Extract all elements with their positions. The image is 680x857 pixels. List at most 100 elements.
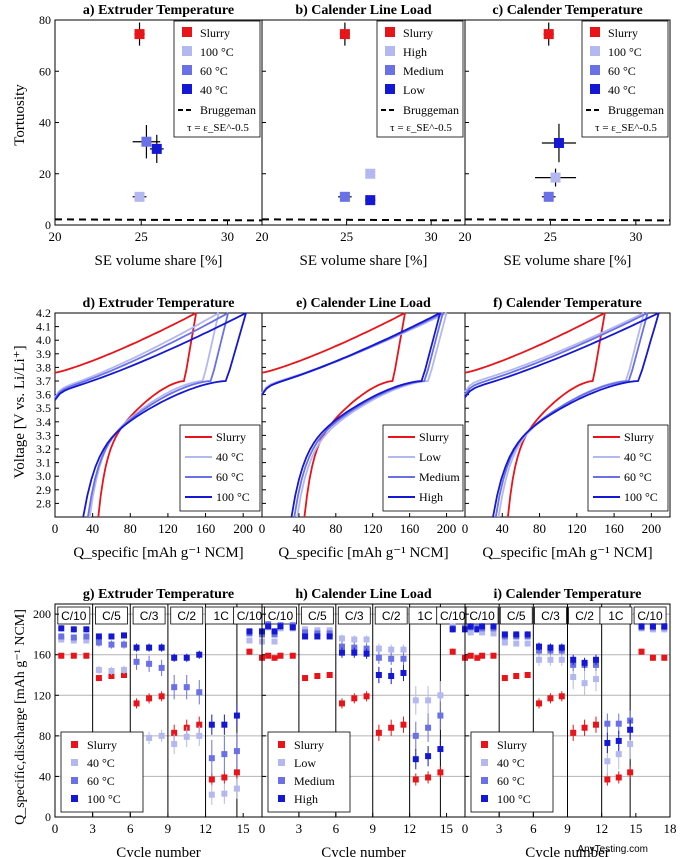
discharge-curve-slurry bbox=[507, 312, 606, 518]
legend-marker bbox=[481, 741, 488, 748]
data-point-100-c bbox=[649, 623, 656, 630]
legend-marker bbox=[278, 759, 285, 766]
legend-label: 40 °C bbox=[87, 756, 115, 770]
data-point-40-c bbox=[221, 790, 228, 797]
data-point-100-c bbox=[95, 633, 102, 640]
data-point-slurry bbox=[425, 774, 432, 781]
data-point-100-c bbox=[536, 643, 543, 650]
rate-label: C/10 bbox=[469, 609, 495, 623]
legend-marker bbox=[385, 27, 395, 37]
legend-label: 40 °C bbox=[624, 450, 652, 464]
y-tick-label: 160 bbox=[33, 648, 51, 662]
legend-marker bbox=[385, 84, 395, 94]
data-point-100-c bbox=[183, 654, 190, 661]
x-tick-label: 20 bbox=[256, 229, 269, 244]
data-point-100-c bbox=[513, 631, 520, 638]
legend-label: Slurry bbox=[497, 738, 527, 752]
data-point-slurry bbox=[474, 654, 481, 661]
y-tick-label: 2.9 bbox=[36, 483, 51, 497]
legend-formula: τ = ε_SE^-0.5 bbox=[187, 122, 249, 134]
legend-marker bbox=[182, 84, 192, 94]
x-tick-label: 80 bbox=[329, 521, 342, 536]
data-point-high bbox=[277, 623, 284, 630]
data-point-60-c bbox=[543, 191, 554, 202]
data-point-60-c bbox=[83, 633, 90, 640]
data-point-high bbox=[425, 753, 432, 760]
data-point-100-c bbox=[233, 712, 240, 719]
legend-marker bbox=[182, 65, 192, 75]
data-point-100-c bbox=[221, 721, 228, 728]
data-point-slurry bbox=[437, 769, 444, 776]
data-point-slurry bbox=[289, 652, 296, 659]
data-point-40-c bbox=[570, 674, 577, 681]
x-tick-label: 80 bbox=[533, 521, 546, 536]
legend-label: Slurry bbox=[87, 738, 117, 752]
data-point-40-c bbox=[246, 637, 253, 644]
data-point-60-c bbox=[141, 136, 152, 147]
data-point-slurry bbox=[146, 695, 153, 702]
legend-label: Slurry bbox=[200, 26, 230, 40]
data-point-slurry bbox=[615, 774, 622, 781]
data-point-100-c bbox=[467, 623, 474, 630]
data-point-high bbox=[351, 649, 358, 656]
rate-label: C/2 bbox=[575, 609, 594, 623]
rate-label: 1C bbox=[214, 609, 230, 623]
panel-b: b) Calender Line Load 20 25 30 SE volume sha… bbox=[256, 3, 466, 269]
panel-title-e: e) Calender Line Load bbox=[296, 296, 431, 311]
data-point-100-c bbox=[70, 626, 77, 633]
data-point-slurry bbox=[536, 700, 543, 707]
rate-label: C/2 bbox=[177, 609, 196, 623]
data-point-slurry bbox=[592, 721, 599, 728]
data-point-slurry bbox=[196, 721, 203, 728]
data-point-100-c bbox=[83, 626, 90, 633]
legend-label: 100 °C bbox=[216, 490, 250, 504]
data-point-60-c bbox=[58, 633, 65, 640]
panel-title-c: c) Calender Temperature bbox=[492, 3, 642, 18]
data-point-40-c bbox=[490, 630, 497, 637]
data-point-60-c bbox=[615, 720, 622, 727]
panel-e: e) Calender Line Load 0 40 80 120 160 200 Q_spe… bbox=[259, 296, 466, 561]
x-tick-label: 18 bbox=[664, 821, 677, 836]
data-point-40-c bbox=[524, 640, 531, 647]
charge-curve-100-c bbox=[54, 312, 247, 401]
x-tick-label: 120 bbox=[158, 521, 178, 536]
rate-label: C/10 bbox=[237, 609, 263, 623]
x-tick-label: 15 bbox=[440, 821, 453, 836]
legend-marker bbox=[590, 65, 600, 75]
data-point-60-c bbox=[158, 664, 165, 671]
data-point-100-c bbox=[592, 656, 599, 663]
x-axis-label: Q_specific [mAh g⁻¹ NCM] bbox=[73, 545, 243, 561]
legend-label: 60 °C bbox=[216, 470, 244, 484]
x-tick-label: 9 bbox=[564, 821, 571, 836]
x-tick-label: 40 bbox=[496, 521, 509, 536]
legend-marker bbox=[71, 795, 78, 802]
x-tick-label: 40 bbox=[86, 521, 99, 536]
data-point-high bbox=[265, 623, 272, 630]
data-point-60-c bbox=[121, 641, 127, 648]
data-point-slurry bbox=[302, 675, 309, 682]
legend-marker bbox=[481, 795, 488, 802]
rate-label: C/10 bbox=[637, 609, 663, 623]
data-point-high bbox=[289, 624, 296, 631]
data-point-medium bbox=[412, 732, 419, 739]
rate-label: C/3 bbox=[140, 609, 159, 623]
discharge-curve-100-c bbox=[82, 312, 247, 518]
legend-marker bbox=[71, 741, 78, 748]
rate-label-box bbox=[95, 606, 128, 625]
x-tick-label: 200 bbox=[437, 521, 457, 536]
rate-label: C/2 bbox=[382, 609, 401, 623]
data-point-100-c bbox=[58, 625, 65, 632]
x-axis-label: Cycle number bbox=[116, 845, 201, 857]
data-point-high bbox=[365, 168, 376, 179]
data-point-low bbox=[412, 697, 419, 704]
x-axis-label: Q_specific [mAh g⁻¹ NCM] bbox=[278, 545, 448, 561]
legend-marker bbox=[71, 759, 78, 766]
y-tick-label: 3.6 bbox=[36, 388, 51, 402]
legend-label: 100 °C bbox=[87, 792, 121, 806]
data-point-slurry bbox=[351, 695, 358, 702]
data-point-100-c bbox=[171, 654, 178, 661]
x-tick-label: 12 bbox=[595, 821, 608, 836]
data-point-40-c bbox=[513, 640, 520, 647]
data-point-60-c bbox=[133, 658, 140, 665]
